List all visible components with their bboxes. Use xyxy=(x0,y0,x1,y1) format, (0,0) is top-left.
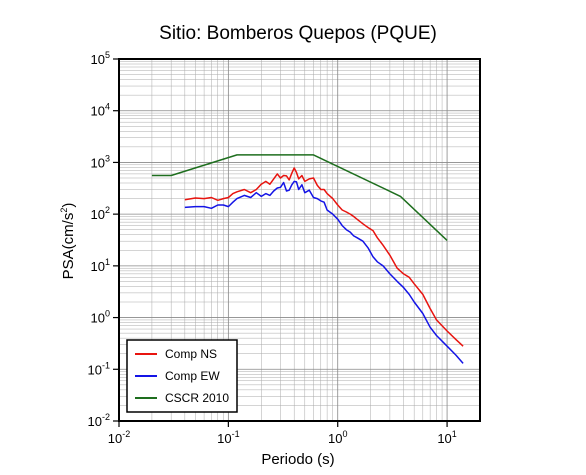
y-tick-label: 10-2 xyxy=(88,412,110,429)
y-axis-label-tail: ) xyxy=(60,203,77,208)
x-tick-label: 10-1 xyxy=(217,429,239,446)
y-axis-ticks: 10-2 10-1 100 101 102 103 104 105 xyxy=(88,50,119,429)
y-axis-label-sup: 2 xyxy=(59,208,69,213)
legend-label-cscr-2010: CSCR 2010 xyxy=(165,391,229,405)
series-layer xyxy=(151,154,464,364)
y-tick-label: 104 xyxy=(91,102,110,119)
x-axis-ticks: 10-2 10-1 100 101 xyxy=(108,421,457,446)
x-tick-label: 101 xyxy=(437,429,456,446)
series-line-comp-ew xyxy=(184,180,464,364)
y-tick-label: 101 xyxy=(91,257,110,274)
y-axis-label: PSA(cm/s2) xyxy=(59,203,77,280)
legend: Comp NS Comp EW CSCR 2010 xyxy=(126,339,238,413)
y-tick-label: 100 xyxy=(91,309,110,326)
legend-label-comp-ew: Comp EW xyxy=(165,369,220,383)
y-tick-label: 102 xyxy=(91,205,110,222)
series-line-cscr-2010 xyxy=(151,154,448,241)
y-axis-label-base: PSA(cm/s xyxy=(60,213,77,280)
x-tick-label: 100 xyxy=(328,429,347,446)
y-tick-label: 103 xyxy=(91,153,110,170)
x-axis-label: Periodo (s) xyxy=(261,451,334,468)
series-line-comp-ns xyxy=(184,167,464,347)
y-tick-label: 10-1 xyxy=(88,360,110,377)
y-tick-label: 105 xyxy=(91,50,110,67)
grid-minor xyxy=(119,59,481,421)
chart-title: Sitio: Bomberos Quepos (PQUE) xyxy=(159,23,437,44)
x-tick-label: 10-2 xyxy=(108,429,130,446)
legend-label-comp-ns: Comp NS xyxy=(165,347,217,361)
plot-frame xyxy=(118,58,481,422)
